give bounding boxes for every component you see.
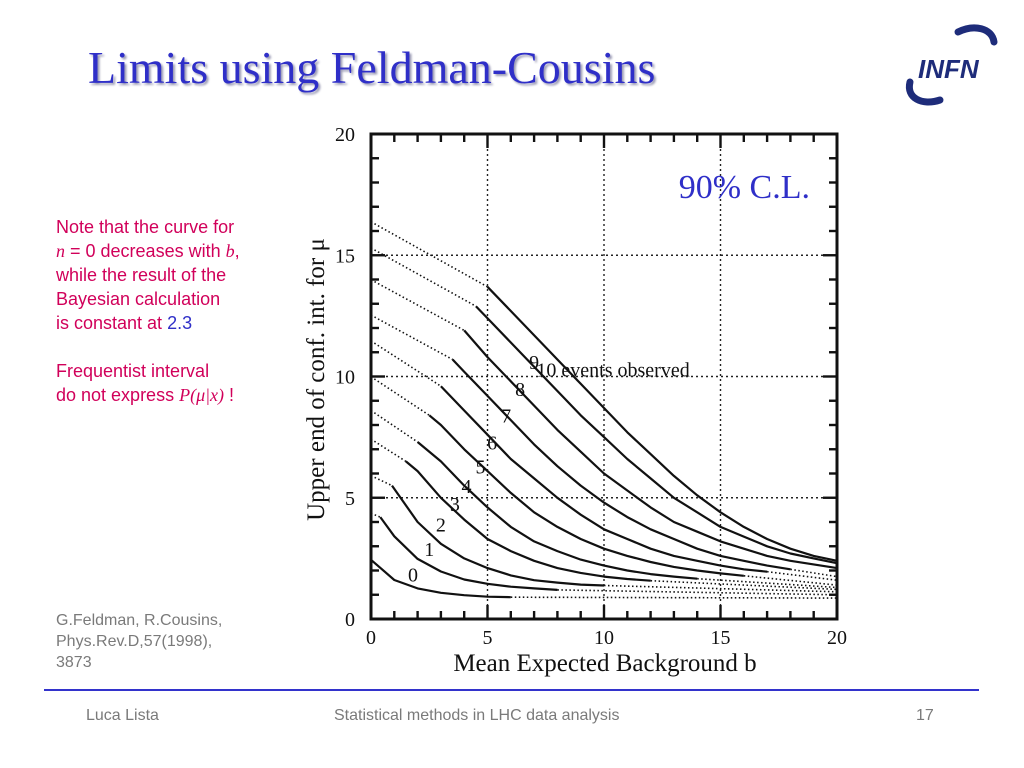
note-line-4: Bayesian calculation xyxy=(56,289,221,309)
curve-3-tail xyxy=(650,579,838,591)
curve-6-tail xyxy=(767,570,838,581)
curve-4-dotted xyxy=(370,409,419,443)
logo-text: INFN xyxy=(918,54,980,84)
curve-label-3: 3 xyxy=(450,494,460,516)
slide-title: Limits using Feldman-Cousins xyxy=(88,42,656,93)
y-tick-label: 10 xyxy=(335,367,355,389)
y-tick-label: 20 xyxy=(335,124,355,146)
curve-label-2: 2 xyxy=(436,515,446,537)
curve-5-tail xyxy=(743,575,838,586)
curve-label-10: 10 events observed xyxy=(536,360,689,382)
curve-label-1: 1 xyxy=(424,539,434,561)
curve-4-tail xyxy=(697,577,838,589)
curve-0-dotted xyxy=(510,596,838,599)
page-number: 17 xyxy=(916,707,934,724)
x-tick-label: 0 xyxy=(366,627,376,649)
confidence-level-label: 90% C.L. xyxy=(679,169,810,206)
x-tick-label: 20 xyxy=(827,627,847,649)
note-line-7: do not express P(μ|x) ! xyxy=(56,385,235,405)
x-axis-label: Mean Expected Background b xyxy=(453,650,756,677)
curve-label-7: 7 xyxy=(501,406,511,428)
curve-0 xyxy=(370,558,511,599)
infn-logo: INFN xyxy=(905,24,998,106)
footer-author: Luca Lista xyxy=(86,707,159,724)
curve-1-tail xyxy=(557,589,838,596)
curve-7-dotted xyxy=(370,314,453,361)
logo-lower-arc xyxy=(905,78,944,106)
x-tick-label: 5 xyxy=(483,627,493,649)
citation: G.Feldman, R.Cousins, Phys.Rev.D,57(1998… xyxy=(56,610,296,673)
curve-6-dotted xyxy=(370,340,442,387)
x-tick-label: 15 xyxy=(711,627,731,649)
curve-1 xyxy=(379,516,558,591)
curve-8-dotted xyxy=(370,278,465,332)
curve-9 xyxy=(475,305,838,565)
note-line-1: Note that the curve for xyxy=(56,217,235,237)
y-tick-label: 15 xyxy=(335,245,355,267)
curve-3-dotted xyxy=(370,438,407,463)
curve-8 xyxy=(463,329,838,570)
logo-upper-arc xyxy=(954,24,998,46)
note-line-3: while the result of the xyxy=(56,265,227,285)
note-text: Note that the curve for n = 0 decreases … xyxy=(56,215,306,407)
note-line-5: is constant at 2.3 xyxy=(56,313,193,333)
x-tick-label: 10 xyxy=(594,627,614,649)
note-line-6: Frequentist interval xyxy=(56,361,210,381)
curve-7 xyxy=(451,358,791,571)
note-line-2: n = 0 decreases with b, xyxy=(56,241,240,261)
curve-3 xyxy=(405,460,651,582)
citation-line-3: 3873 xyxy=(56,654,92,671)
citation-line-2: Phys.Rev.D,57(1998), xyxy=(56,633,213,650)
curve-label-4: 4 xyxy=(462,476,472,498)
curve-2 xyxy=(391,484,605,587)
curve-label-9: 9 xyxy=(529,352,539,374)
curve-1-dotted xyxy=(370,512,381,518)
curve-9-dotted xyxy=(370,247,477,307)
citation-line-1: G.Feldman, R.Cousins, xyxy=(56,612,223,629)
curve-2-dotted xyxy=(370,474,393,487)
curve-6 xyxy=(440,385,768,573)
curve-10 xyxy=(486,286,838,562)
footer-course: Statistical methods in LHC data analysis xyxy=(334,707,620,724)
curve-10-dotted xyxy=(370,221,488,288)
curve-4 xyxy=(416,441,698,580)
curve-5 xyxy=(428,414,744,577)
curve-label-0: 0 xyxy=(408,564,418,586)
curve-5-dotted xyxy=(370,376,430,416)
curve-2-tail xyxy=(603,584,838,593)
y-axis-label: Upper end of conf. int. for μ xyxy=(303,238,330,521)
curve-label-5: 5 xyxy=(476,457,486,479)
footer-divider xyxy=(44,689,979,691)
y-tick-label: 5 xyxy=(345,488,355,510)
curve-label-8: 8 xyxy=(515,379,525,401)
y-tick-label: 0 xyxy=(345,609,355,631)
curve-label-6: 6 xyxy=(487,432,497,454)
